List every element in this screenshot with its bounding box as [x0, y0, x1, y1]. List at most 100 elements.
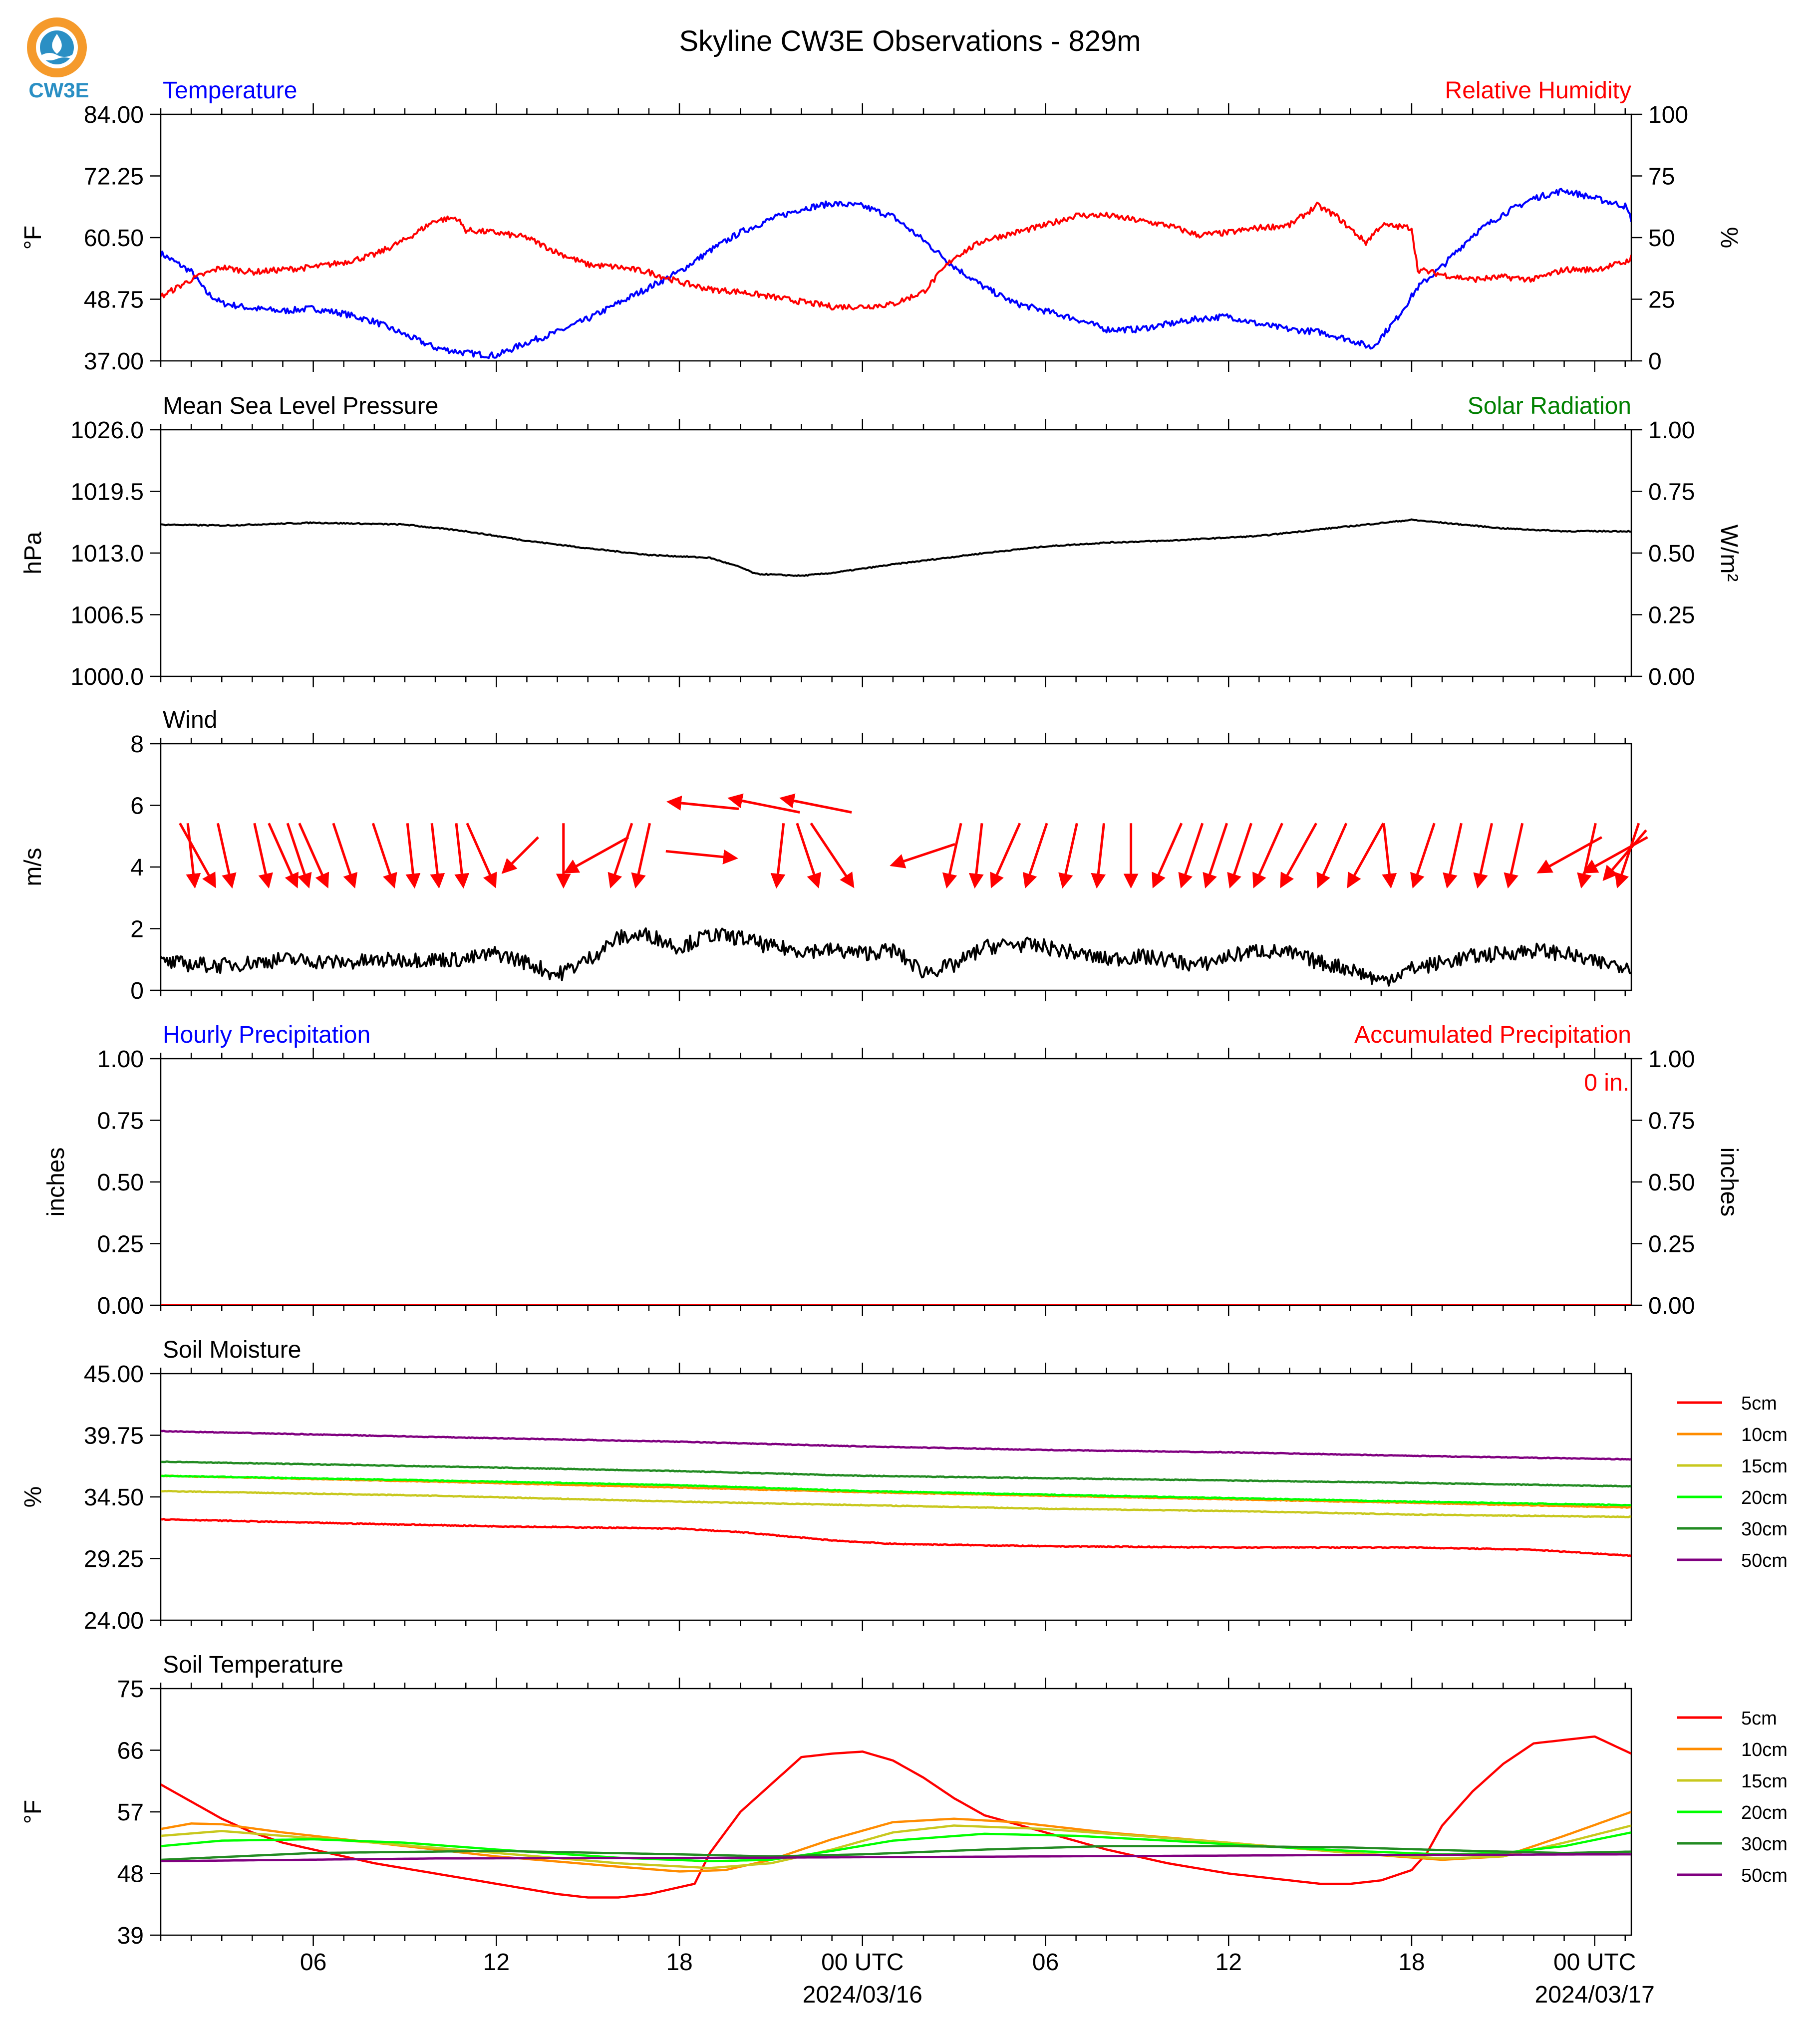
- x-tick-label: 18: [1398, 1949, 1425, 1976]
- wind-direction-arrow: [1152, 823, 1183, 888]
- series-line-depth_20cm: [161, 1474, 1631, 1507]
- y-tick-label: 6: [130, 793, 144, 820]
- x-tick-label: 06: [1032, 1949, 1059, 1976]
- x-tick-label: 12: [1215, 1949, 1242, 1976]
- wind-direction-arrow: [1602, 829, 1647, 881]
- wind-direction-arrow: [501, 836, 539, 874]
- wind-direction-arrow: [454, 823, 470, 889]
- y-right-tick-label: 0.50: [1648, 1169, 1695, 1196]
- y-tick-label: 60.50: [84, 225, 144, 252]
- panel-title-right: Accumulated Precipitation: [1354, 1022, 1631, 1048]
- legend-entry: 15cm: [1741, 1456, 1788, 1477]
- series-line-depth_50cm: [161, 1430, 1631, 1461]
- wind-direction-arrow: [666, 796, 739, 811]
- y-tick-label: 29.25: [84, 1546, 144, 1573]
- y-tick-label: 84.00: [84, 102, 144, 128]
- panel-title-left: Soil Temperature: [163, 1652, 343, 1678]
- legend-entry: 30cm: [1741, 1519, 1788, 1540]
- y-right-tick-label: 1.00: [1648, 417, 1695, 444]
- y-right-tick-label: 0.50: [1648, 541, 1695, 567]
- y-right-tick-label: 0.25: [1648, 602, 1695, 629]
- y-tick-label: 8: [130, 731, 144, 758]
- wind-direction-arrow: [332, 823, 358, 889]
- legend-entry: 50cm: [1741, 1865, 1788, 1886]
- y-axis-label-right: W/m²: [1716, 525, 1742, 582]
- y-tick-label: 66: [117, 1738, 144, 1764]
- y-tick-label: 1006.5: [70, 602, 144, 629]
- y-tick-label: 0: [130, 978, 144, 1004]
- y-right-tick-label: 0.75: [1648, 479, 1695, 506]
- wind-direction-arrow: [631, 823, 651, 889]
- y-tick-label: 2: [130, 916, 144, 943]
- y-axis-label: °F: [20, 1800, 46, 1824]
- wind-direction-arrow: [1577, 823, 1597, 889]
- wind-direction-arrow: [253, 823, 273, 889]
- wind-direction-arrow: [466, 823, 497, 888]
- y-axis-label: %: [20, 1486, 46, 1508]
- y-tick-label: 0.75: [97, 1108, 144, 1135]
- legend-entry: 5cm: [1741, 1708, 1777, 1729]
- wind-direction-arrow: [942, 823, 962, 889]
- panel-soil-moisture: 24.00 29.25 34.50 39.75 45.00% Soil Moisture 5…: [20, 1337, 1788, 1634]
- y-tick-label: 39.75: [84, 1423, 144, 1449]
- cw3e-logo: CW3E: [27, 17, 89, 102]
- y-right-tick-label: 50: [1648, 225, 1675, 252]
- wind-direction-arrow: [1203, 823, 1228, 889]
- wind-direction-arrow: [990, 823, 1021, 888]
- y-right-tick-label: 25: [1648, 287, 1675, 313]
- y-tick-label: 75: [117, 1676, 144, 1703]
- series-line-depth_5cm: [161, 1517, 1631, 1557]
- wind-direction-arrow: [779, 793, 852, 814]
- wind-direction-arrow: [1252, 823, 1283, 888]
- series-line-depth_20cm: [161, 1831, 1631, 1863]
- wind-direction-arrow: [268, 823, 299, 888]
- y-axis-label: m/s: [20, 848, 46, 886]
- x-date-label: 2024/03/16: [803, 1982, 922, 2008]
- y-tick-label: 1019.5: [70, 479, 144, 506]
- y-tick-label: 1026.0: [70, 417, 144, 444]
- wind-direction-arrow: [1614, 823, 1640, 889]
- wind-direction-arrow: [216, 823, 237, 889]
- legend-entry: 10cm: [1741, 1739, 1788, 1760]
- series-line-pressure: [161, 518, 1631, 577]
- y-tick-label: 72.25: [84, 164, 144, 190]
- x-tick-label: 12: [483, 1949, 510, 1976]
- wind-direction-arrow: [1443, 823, 1463, 889]
- wind-direction-arrow: [1227, 823, 1253, 889]
- wind-direction-arrow: [890, 843, 955, 869]
- panel-title-left: Wind: [163, 707, 217, 733]
- wind-direction-arrow: [810, 822, 855, 888]
- y-right-tick-label: 0.25: [1648, 1231, 1695, 1258]
- y-axis-label-right: inches: [1716, 1148, 1742, 1217]
- y-tick-label: 57: [117, 1799, 144, 1826]
- y-tick-label: 1.00: [97, 1046, 144, 1073]
- series-line-depth_30cm: [161, 1845, 1631, 1861]
- wind-direction-arrow: [1347, 823, 1385, 888]
- y-tick-label: 24.00: [84, 1608, 144, 1634]
- y-right-tick-label: 0: [1648, 348, 1662, 375]
- legend-entry: 20cm: [1741, 1487, 1788, 1508]
- figure-title: Skyline CW3E Observations - 829m: [679, 25, 1141, 57]
- series-line-depth_15cm: [161, 1489, 1631, 1518]
- wind-direction-arrow: [665, 849, 738, 865]
- legend-entry: 15cm: [1741, 1771, 1788, 1792]
- x-tick-label: 18: [666, 1949, 692, 1976]
- wind-direction-arrow: [1022, 823, 1048, 889]
- x-date-label: 2024/03/17: [1535, 1982, 1655, 2008]
- series-line-depth_50cm: [161, 1853, 1631, 1863]
- wind-direction-arrow: [1280, 823, 1317, 888]
- accumulated-total-label: 0 in.: [1584, 1070, 1629, 1096]
- y-axis-label: hPa: [20, 532, 46, 575]
- wind-direction-arrow: [298, 823, 329, 888]
- wind-direction-arrow: [1382, 823, 1397, 889]
- y-axis-label-right: %: [1716, 227, 1742, 249]
- wind-direction-arrow: [1178, 823, 1204, 889]
- wind-direction-arrow: [186, 823, 201, 889]
- wind-direction-arrow: [770, 823, 786, 889]
- y-tick-label: 1013.0: [70, 541, 144, 567]
- y-tick-label: 39: [117, 1923, 144, 1949]
- y-right-tick-label: 100: [1648, 102, 1688, 128]
- y-tick-label: 0.00: [97, 1293, 144, 1319]
